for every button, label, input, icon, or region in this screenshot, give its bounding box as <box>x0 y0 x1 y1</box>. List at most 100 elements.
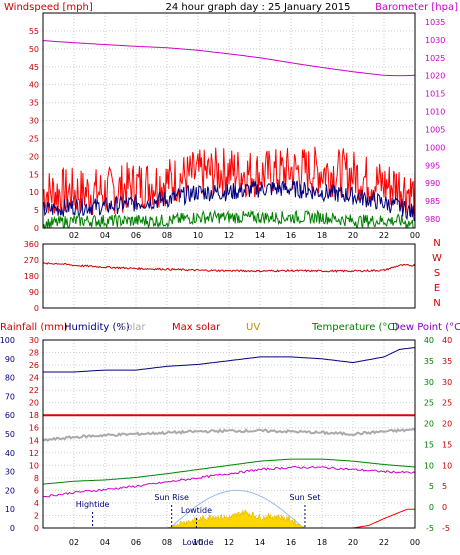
baro-ytick-1: 985 <box>425 197 440 206</box>
wind-ytick-5: 25 <box>29 134 39 143</box>
climate-xtick-2: 06 <box>131 538 141 547</box>
direction-compass-3: E <box>434 283 440 294</box>
barometer-axis-label: Barometer [hpa] <box>375 2 458 13</box>
annotation-0: Hightide <box>76 500 110 509</box>
direction-ytick-3: 270 <box>24 256 39 265</box>
humidity-ytick-3: 30 <box>5 468 15 477</box>
rain-ytick-5: 10 <box>29 461 39 470</box>
wind-xtick-5: 12 <box>224 231 234 240</box>
temp-ytick-7: 30 <box>424 378 434 387</box>
humidity-ytick-4: 40 <box>5 449 15 458</box>
climate-xtick-9: 20 <box>348 538 358 547</box>
wind-ytick-0: 0 <box>34 224 39 233</box>
climate-plot-frame <box>42 339 416 529</box>
humidity-ytick-6: 60 <box>5 411 15 420</box>
dewpoint-ytick-0: -5 <box>442 524 450 533</box>
dewpoint-ytick-5: 20 <box>442 420 452 429</box>
dewpoint-ytick-1: 0 <box>442 503 447 512</box>
wind-speed-line <box>42 209 415 230</box>
wind-xtick-1: 04 <box>100 231 110 240</box>
wind-ytick-8: 40 <box>29 81 39 90</box>
temp-ytick-3: 10 <box>424 461 434 470</box>
baro-ytick-4: 1000 <box>425 143 445 152</box>
baro-ytick-0: 980 <box>425 215 440 224</box>
temp-ytick-0: -5 <box>426 524 434 533</box>
wind-ytick-3: 15 <box>29 170 39 179</box>
humidity-ytick-7: 70 <box>5 392 15 401</box>
wind-direction-line <box>42 262 416 273</box>
legend-item-3: Max solar <box>172 322 221 333</box>
wind-ytick-9: 45 <box>29 63 39 72</box>
annotation-3: Sun Set <box>289 493 320 502</box>
rain-ytick-2: 4 <box>34 499 39 508</box>
legend-item-4: UV <box>246 322 260 333</box>
humidity-ytick-5: 50 <box>5 430 15 439</box>
annotation-2: Lowtide <box>181 506 212 515</box>
direction-ytick-2: 180 <box>24 272 39 281</box>
temp-ytick-9: 40 <box>424 336 434 345</box>
rain-ytick-3: 6 <box>34 486 39 495</box>
temp-ytick-1: 0 <box>429 503 434 512</box>
annotation-4: Lowtide <box>182 538 213 547</box>
dewpoint-ytick-4: 15 <box>442 440 452 449</box>
wind-plot-frame <box>42 12 416 229</box>
climate-xtick-10: 22 <box>379 538 389 547</box>
solar-line <box>42 427 416 442</box>
wind-xtick-6: 14 <box>255 231 265 240</box>
rain-ytick-1: 2 <box>34 511 39 520</box>
dewpoint-ytick-8: 35 <box>442 357 452 366</box>
uv-area <box>166 509 307 529</box>
wind-gust-line <box>42 146 416 217</box>
humidity-ytick-10: 100 <box>0 336 15 345</box>
baro-ytick-5: 1005 <box>425 125 445 134</box>
wind-xtick-2: 06 <box>131 231 141 240</box>
direction-plot-frame <box>42 243 416 309</box>
rain-ytick-8: 16 <box>29 424 39 433</box>
baro-ytick-8: 1020 <box>425 72 445 81</box>
direction-compass-1: W <box>432 253 442 264</box>
wind-xtick-11: 00 <box>410 231 420 240</box>
legend-item-2: Solar <box>120 322 146 333</box>
chart-title: 24 hour graph day : 25 January 2015 <box>166 2 351 13</box>
climate-xtick-6: 14 <box>255 538 265 547</box>
rain-ytick-12: 24 <box>29 374 39 383</box>
climate-xtick-0: 02 <box>69 538 79 547</box>
wind-ytick-7: 35 <box>29 99 39 108</box>
wind-average-line <box>42 180 416 222</box>
humidity-ytick-8: 80 <box>5 374 15 383</box>
wind-xtick-3: 08 <box>162 231 172 240</box>
direction-compass-2: S <box>434 268 440 279</box>
dewpoint-ytick-3: 10 <box>442 461 452 470</box>
rain-ytick-13: 26 <box>29 361 39 370</box>
rain-ytick-15: 30 <box>29 336 39 345</box>
baro-ytick-9: 1025 <box>425 54 445 63</box>
wind-xtick-8: 18 <box>317 231 327 240</box>
rain-ytick-9: 18 <box>29 411 39 420</box>
rain-ytick-7: 14 <box>29 436 39 445</box>
dewpoint-ytick-6: 25 <box>442 399 452 408</box>
climate-xtick-4: 10 <box>193 538 203 547</box>
max-solar-curve <box>169 489 304 529</box>
dew-point-c-line <box>42 465 416 498</box>
wind-xtick-0: 02 <box>69 231 79 240</box>
baro-ytick-7: 1015 <box>425 90 445 99</box>
climate-xtick-1: 04 <box>100 538 110 547</box>
direction-ytick-1: 90 <box>29 288 39 297</box>
dewpoint-ytick-2: 5 <box>442 482 447 491</box>
annotation-1: Sun Rise <box>154 493 189 502</box>
baro-ytick-6: 1010 <box>425 108 445 117</box>
wind-xtick-7: 16 <box>286 231 296 240</box>
rain-ytick-6: 12 <box>29 449 39 458</box>
dewpoint-ytick-9: 40 <box>442 336 452 345</box>
climate-xtick-7: 16 <box>286 538 296 547</box>
legend-item-5: Temperature (°C) <box>311 322 398 333</box>
wind-xtick-10: 22 <box>379 231 389 240</box>
temp-ytick-6: 25 <box>424 399 434 408</box>
climate-xtick-3: 08 <box>162 538 172 547</box>
humidity-ytick-0: 0 <box>10 524 15 533</box>
rain-ytick-0: 0 <box>34 524 39 533</box>
direction-ytick-4: 360 <box>24 240 39 249</box>
baro-ytick-2: 990 <box>425 179 440 188</box>
wind-ytick-11: 55 <box>29 27 39 36</box>
